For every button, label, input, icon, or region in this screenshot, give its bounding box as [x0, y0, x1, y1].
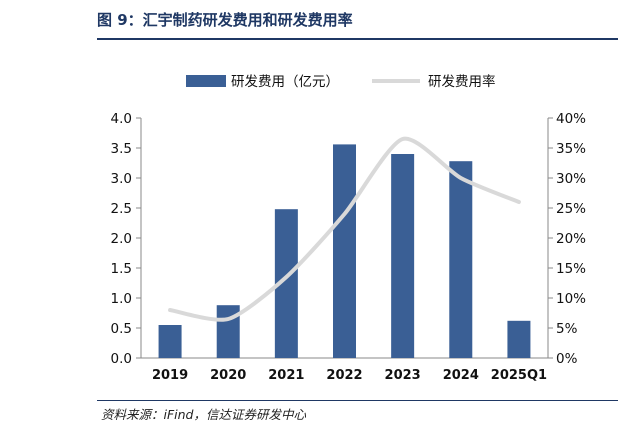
bar-2025Q1 — [507, 320, 531, 358]
right-tick-label: 10% — [556, 291, 586, 307]
legend-line-label: 研发费用率 — [428, 73, 496, 90]
x-tick-label: 2021 — [268, 368, 304, 383]
left-tick-label: 3.0 — [111, 171, 132, 187]
right-tick-label: 30% — [556, 171, 586, 187]
right-tick-label: 35% — [556, 141, 586, 157]
bar-2024 — [449, 161, 473, 358]
x-tick-label: 2024 — [443, 368, 479, 383]
title-rule — [97, 38, 618, 40]
x-tick-label: 2019 — [152, 368, 188, 383]
left-tick-label: 1.0 — [111, 291, 132, 307]
right-tick-label: 20% — [556, 231, 586, 247]
legend-bar-label: 研发费用（亿元） — [231, 74, 339, 90]
bar-2019 — [158, 325, 182, 358]
source-note: 资料来源：iFind，信达证券研发中心 — [101, 407, 306, 422]
x-tick-label: 2025Q1 — [491, 368, 547, 383]
right-tick-label: 15% — [556, 261, 586, 277]
right-tick-label: 25% — [556, 201, 586, 217]
left-tick-label: 2.5 — [111, 201, 132, 217]
left-tick-label: 2.0 — [111, 231, 132, 247]
x-tick-label: 2022 — [326, 368, 362, 383]
left-tick-label: 0.0 — [111, 351, 132, 367]
left-tick-label: 4.0 — [111, 111, 132, 127]
right-tick-label: 5% — [556, 321, 578, 337]
figure-title: 图 9：汇宇制药研发费用和研发费用率 — [97, 11, 353, 29]
bar-2022 — [333, 144, 356, 358]
right-tick-label: 40% — [556, 111, 586, 127]
bar-2021 — [274, 209, 298, 358]
left-tick-label: 1.5 — [111, 261, 132, 277]
source-rule — [97, 400, 618, 401]
left-tick-label: 0.5 — [111, 321, 132, 337]
legend-bar-swatch — [186, 75, 226, 87]
bar-2023 — [391, 154, 415, 358]
x-tick-label: 2023 — [385, 368, 421, 383]
bar-2020 — [216, 305, 240, 358]
left-tick-label: 3.5 — [111, 141, 132, 157]
right-tick-label: 0% — [556, 351, 578, 367]
x-tick-label: 2020 — [210, 368, 246, 383]
